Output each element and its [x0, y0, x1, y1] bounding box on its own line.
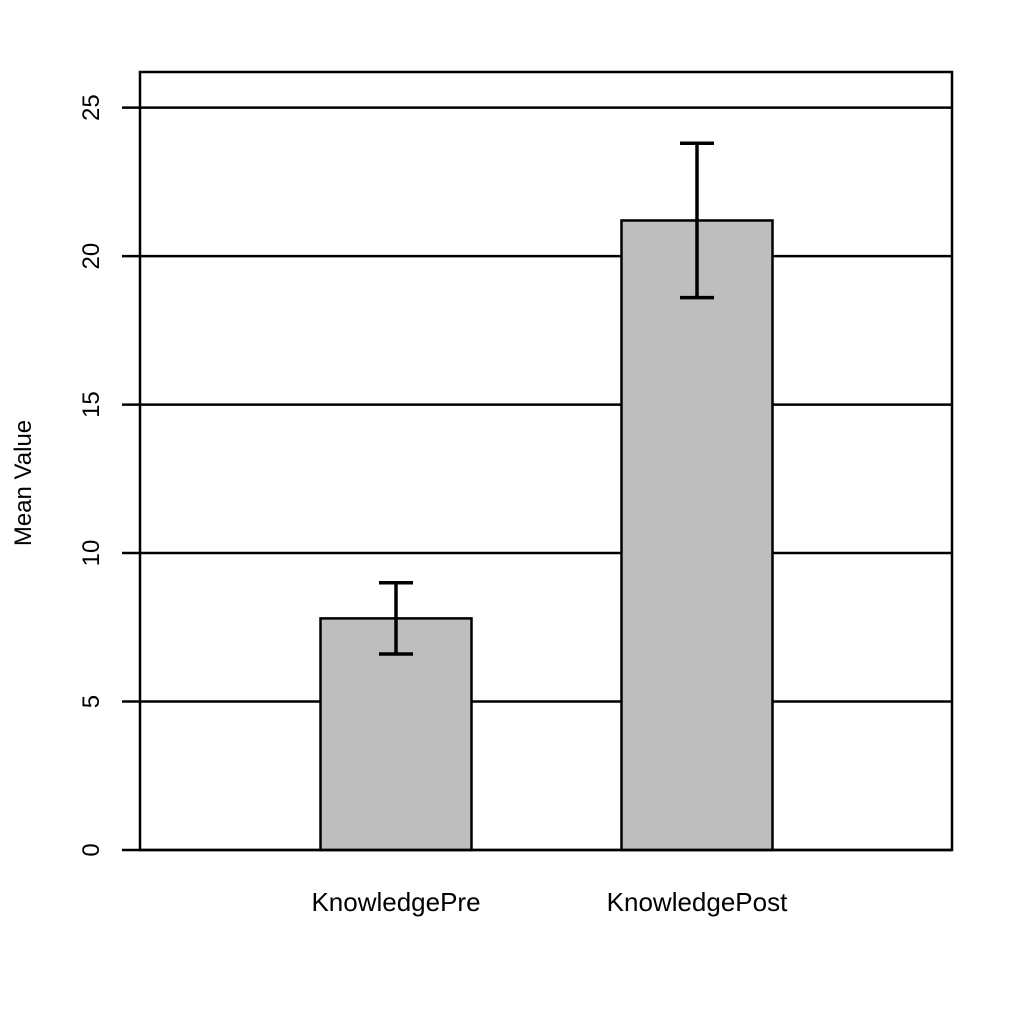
- x-axis-labels: KnowledgePre KnowledgePost: [311, 887, 788, 917]
- bar: [620, 219, 774, 852]
- x-tick-label: KnowledgePost: [607, 887, 788, 917]
- error-bars: [379, 141, 714, 656]
- bars: [319, 219, 774, 852]
- y-axis: 0 5 10 15 20 25: [78, 94, 140, 857]
- y-tick-label: 20: [78, 243, 105, 270]
- x-tick-label: KnowledgePre: [311, 887, 480, 917]
- y-tick-label: 5: [78, 695, 105, 708]
- y-tick-label: 25: [78, 94, 105, 121]
- plot-frame: [138, 70, 954, 852]
- y-tick-label: 10: [78, 540, 105, 567]
- y-tick-label: 0: [78, 843, 105, 856]
- y-axis-label: Mean Value: [10, 420, 37, 546]
- y-tick-label: 15: [78, 391, 105, 418]
